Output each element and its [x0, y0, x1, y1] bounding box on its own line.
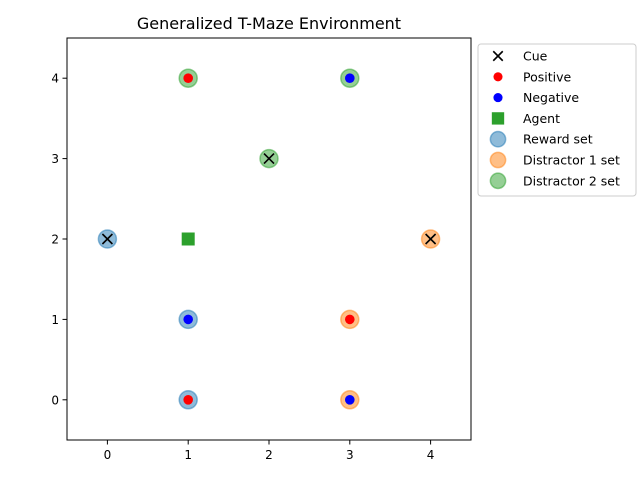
cue-point [101, 233, 113, 245]
plot-area [97, 68, 441, 410]
series-agent [181, 232, 195, 246]
x-tick-label: 0 [104, 448, 112, 462]
y-tick-label: 0 [51, 393, 59, 407]
legend-box [477, 43, 637, 197]
legend-marker-distractor-2-set [489, 172, 507, 190]
y-tick-label: 4 [51, 72, 59, 86]
negative-point [183, 314, 193, 325]
legend-label-distractor-2-set: Distractor 2 set [523, 173, 620, 188]
legend-item-distractor-2-set: Distractor 2 set [489, 172, 620, 190]
legend-label-positive: Positive [523, 69, 571, 84]
series-negative [183, 73, 355, 405]
legend-item-distractor-1-set: Distractor 1 set [489, 151, 620, 169]
legend-marker-distractor-1-set [489, 151, 507, 169]
legend-label-agent: Agent [523, 111, 560, 126]
legend-marker-negative [493, 93, 503, 103]
y-tick-label: 3 [51, 152, 59, 166]
agent-point [181, 232, 195, 246]
legend-item-reward-set: Reward set [489, 130, 593, 148]
x-tick-label: 4 [427, 448, 435, 462]
positive-point [345, 314, 355, 325]
legend-item-cue: Cue [492, 49, 548, 64]
y-tick-label: 1 [51, 313, 59, 327]
x-tick-label: 1 [184, 448, 192, 462]
legend-marker-positive [493, 72, 503, 82]
legend-marker-agent [491, 112, 505, 125]
series-positive [183, 73, 355, 405]
legend-label-negative: Negative [523, 90, 579, 105]
y-tick-label: 2 [51, 233, 59, 247]
cue-x-stroke [425, 233, 437, 245]
x-tick-label: 3 [346, 448, 354, 462]
legend-label-cue: Cue [523, 49, 548, 64]
legend-marker-cue [492, 50, 504, 62]
legend-label-distractor-1-set: Distractor 1 set [523, 153, 620, 168]
negative-point [345, 395, 355, 405]
positive-point [183, 395, 193, 405]
chart-title: Generalized T-Maze Environment [137, 14, 401, 33]
x-tick-label: 2 [265, 448, 273, 462]
cue-point [425, 233, 437, 245]
cue-x-stroke [263, 153, 275, 165]
positive-point [183, 73, 193, 83]
series-cue [101, 153, 437, 245]
cue-point [263, 153, 275, 165]
cue-x-stroke [492, 50, 504, 62]
legend-label-reward-set: Reward set [523, 132, 593, 147]
axes: 0 1 2 3 4 0 1 2 3 4 [51, 37, 472, 462]
negative-point [345, 73, 355, 83]
cue-x-stroke [101, 233, 113, 245]
legend-item-positive: Positive [493, 69, 571, 84]
legend-item-negative: Negative [493, 90, 579, 105]
legend-marker-reward-set [489, 130, 507, 148]
legend: Cue Positive Negative Agent Reward set Distra… [477, 43, 637, 197]
legend-item-agent: Agent [491, 111, 560, 126]
